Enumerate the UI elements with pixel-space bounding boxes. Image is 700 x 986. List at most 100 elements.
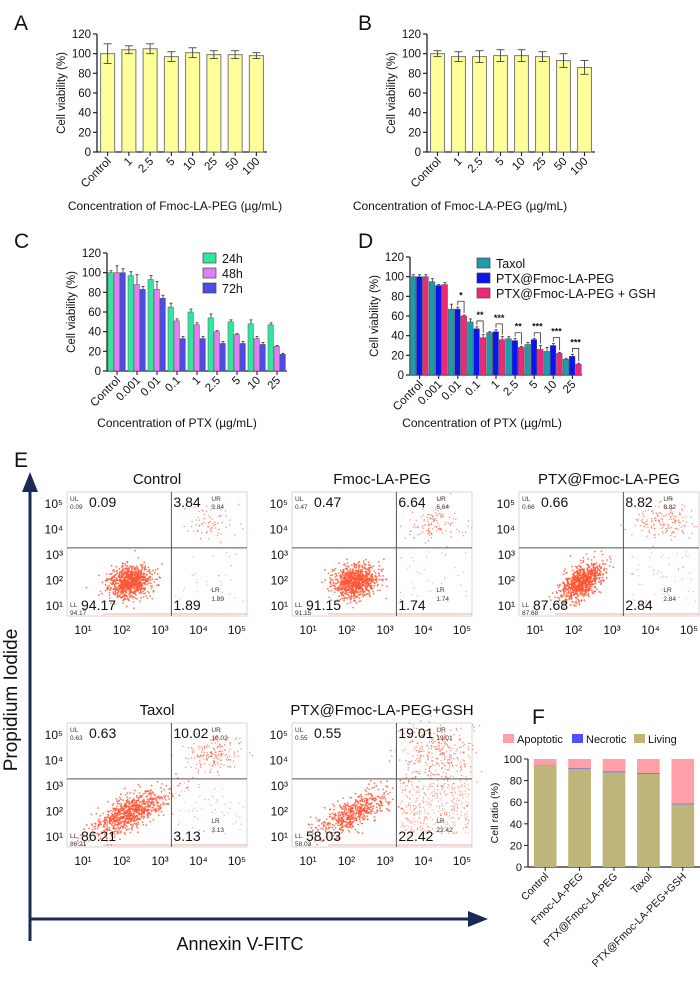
- dot: [217, 746, 219, 748]
- dot: [99, 820, 102, 823]
- dot: [343, 575, 345, 577]
- dot: [218, 744, 221, 746]
- dot: [598, 563, 601, 566]
- dot: [109, 588, 112, 590]
- dot: [346, 826, 349, 829]
- dot: [600, 570, 602, 573]
- dot: [152, 589, 155, 592]
- dot: [163, 788, 166, 791]
- dot: [685, 521, 688, 523]
- dot: [449, 523, 452, 525]
- dot: [356, 581, 359, 584]
- dot: [206, 505, 208, 507]
- dot: [94, 823, 97, 825]
- dot: [129, 581, 132, 584]
- dot: [413, 536, 415, 539]
- dot: [374, 572, 377, 574]
- dot: [235, 821, 237, 824]
- dot: [156, 573, 159, 576]
- legend-label: 72h: [222, 282, 243, 296]
- dot: [198, 525, 200, 527]
- dot: [145, 791, 148, 793]
- dot: [340, 588, 343, 591]
- bar: [428, 281, 436, 376]
- dot: [349, 823, 352, 826]
- dot: [379, 800, 382, 803]
- dot: [445, 521, 447, 524]
- dot: [99, 814, 102, 817]
- dot: [341, 578, 343, 581]
- dot: [108, 591, 111, 594]
- x-tick-label: 10²: [565, 623, 582, 637]
- dot: [365, 579, 368, 582]
- dot: [112, 802, 115, 805]
- dot: [409, 519, 411, 521]
- bar: [537, 349, 544, 376]
- dot: [581, 568, 584, 571]
- dot: [368, 783, 370, 785]
- dot: [143, 799, 146, 802]
- dot: [578, 585, 581, 588]
- dot: [574, 588, 577, 590]
- bar: [279, 354, 286, 372]
- dot: [678, 524, 680, 526]
- dot: [219, 746, 221, 748]
- dot: [462, 571, 464, 573]
- dot: [333, 569, 336, 572]
- dot: [224, 749, 226, 751]
- dot: [605, 572, 608, 574]
- dot: [242, 807, 244, 809]
- y-tick-label: 20: [78, 127, 91, 139]
- panel-label-A: A: [14, 12, 28, 35]
- dot: [656, 572, 659, 575]
- x-tick-label: 10¹: [74, 854, 91, 868]
- dot: [638, 583, 640, 585]
- dot: [664, 515, 666, 517]
- dot: [598, 590, 601, 593]
- dot: [143, 582, 146, 584]
- dot: [366, 787, 369, 789]
- dot: [350, 583, 353, 586]
- dot: [359, 820, 361, 823]
- dot: [216, 799, 218, 801]
- dot: [134, 597, 137, 599]
- dot: [146, 816, 149, 819]
- dot: [110, 602, 112, 605]
- dot: [624, 528, 626, 531]
- dot: [641, 583, 643, 585]
- dot: [183, 782, 185, 784]
- dot: [356, 576, 359, 579]
- dot: [471, 527, 473, 529]
- dot: [108, 578, 111, 580]
- dot: [671, 532, 673, 534]
- dot: [118, 829, 120, 831]
- dot: [103, 833, 106, 836]
- flow-plot-title: PTX@Fmoc-LA-PEG: [538, 471, 680, 488]
- dot: [216, 534, 219, 537]
- dot: [574, 596, 577, 599]
- dot: [660, 518, 662, 520]
- dot: [338, 575, 341, 577]
- dot: [582, 595, 585, 598]
- dot: [98, 833, 101, 836]
- dot: [645, 510, 647, 512]
- dot: [671, 521, 674, 524]
- dot: [336, 587, 339, 589]
- scatter-dots: [76, 731, 253, 846]
- dot: [368, 797, 371, 800]
- dot: [422, 508, 424, 510]
- dot: [367, 577, 369, 580]
- dot: [358, 597, 361, 600]
- dot: [198, 784, 200, 786]
- dot: [102, 812, 104, 815]
- dot: [220, 753, 223, 756]
- dot: [330, 589, 333, 592]
- dot: [154, 578, 157, 581]
- dot: [121, 825, 124, 828]
- dot: [426, 530, 428, 532]
- dot: [225, 515, 227, 517]
- dot: [124, 590, 127, 593]
- dot: [118, 567, 121, 570]
- dot: [379, 781, 382, 784]
